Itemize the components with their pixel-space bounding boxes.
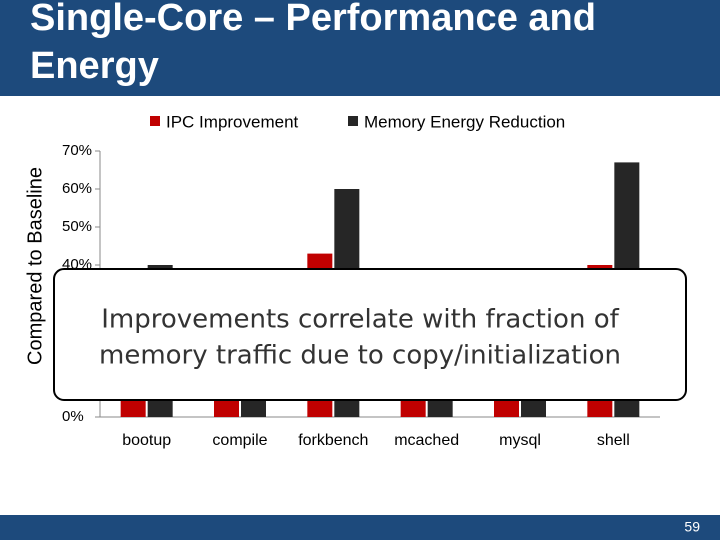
slide-title: Energy (30, 45, 159, 87)
y-tick-label: 50% (62, 218, 92, 235)
callout-text: Improvements correlate with fraction of (101, 305, 619, 335)
x-tick-label: bootup (122, 432, 171, 449)
x-tick-label: mysql (499, 432, 541, 449)
page-number: 59 (684, 519, 700, 535)
footer-bar (0, 515, 720, 540)
legend-label: IPC Improvement (166, 112, 299, 131)
callout-text: memory traffic due to copy/initializatio… (99, 341, 621, 371)
callout: Improvements correlate with fraction of … (53, 268, 687, 401)
callout-box (53, 268, 687, 401)
legend-swatch (150, 116, 160, 126)
legend-label: Memory Energy Reduction (364, 112, 565, 131)
y-tick-label: 70% (62, 142, 92, 159)
x-tick-label: forkbench (298, 432, 368, 449)
x-tick-label: compile (212, 432, 267, 449)
title-bar (0, 0, 720, 96)
y-axis-label: Compared to Baseline (24, 167, 46, 365)
x-tick-label: shell (597, 432, 630, 449)
legend-swatch (348, 116, 358, 126)
slide-title: Single-Core – Performance and (30, 0, 596, 39)
x-tick-label: mcached (394, 432, 459, 449)
y-tick-label: 0% (62, 408, 84, 425)
y-tick-label: 60% (62, 180, 92, 197)
